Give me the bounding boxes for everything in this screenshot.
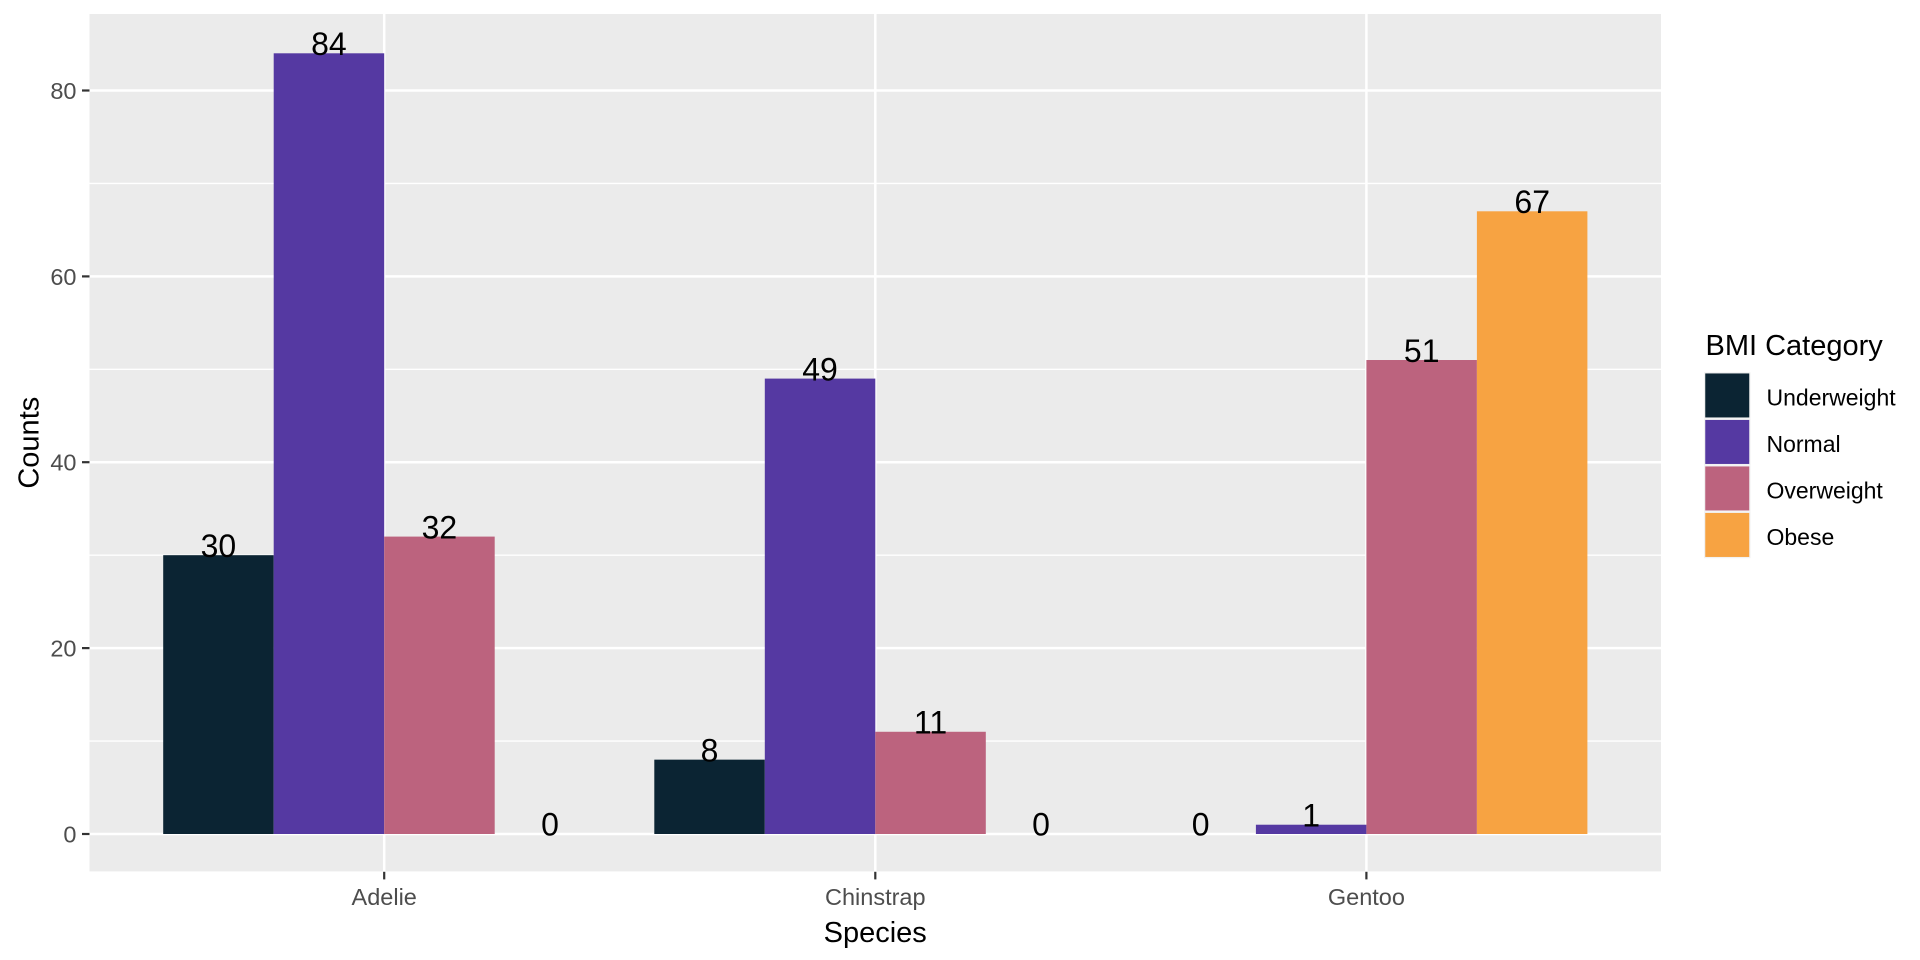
svg-text:0: 0 <box>1032 806 1050 842</box>
svg-text:Species: Species <box>824 917 927 949</box>
svg-text:0: 0 <box>541 806 559 842</box>
svg-text:8: 8 <box>701 733 719 769</box>
svg-text:Counts: Counts <box>14 397 46 489</box>
svg-text:Adelie: Adelie <box>352 884 417 910</box>
svg-text:0: 0 <box>1192 806 1210 842</box>
svg-text:84: 84 <box>311 26 347 62</box>
svg-text:Underweight: Underweight <box>1767 385 1897 411</box>
svg-text:Gentoo: Gentoo <box>1328 884 1405 910</box>
svg-text:49: 49 <box>802 352 838 388</box>
svg-text:30: 30 <box>201 528 237 564</box>
svg-text:Overweight: Overweight <box>1767 478 1884 504</box>
svg-text:20: 20 <box>50 636 76 662</box>
svg-text:Chinstrap: Chinstrap <box>825 884 926 910</box>
svg-text:Normal: Normal <box>1767 431 1841 457</box>
svg-text:BMI Category: BMI Category <box>1706 330 1884 362</box>
svg-text:51: 51 <box>1404 333 1440 369</box>
svg-text:40: 40 <box>50 450 76 476</box>
svg-text:67: 67 <box>1514 184 1550 220</box>
svg-text:Obese: Obese <box>1767 524 1835 550</box>
svg-text:80: 80 <box>50 78 76 104</box>
svg-text:60: 60 <box>50 264 76 290</box>
svg-text:1: 1 <box>1302 798 1320 834</box>
svg-text:32: 32 <box>422 510 458 546</box>
svg-text:0: 0 <box>63 821 76 847</box>
svg-text:11: 11 <box>914 705 947 741</box>
